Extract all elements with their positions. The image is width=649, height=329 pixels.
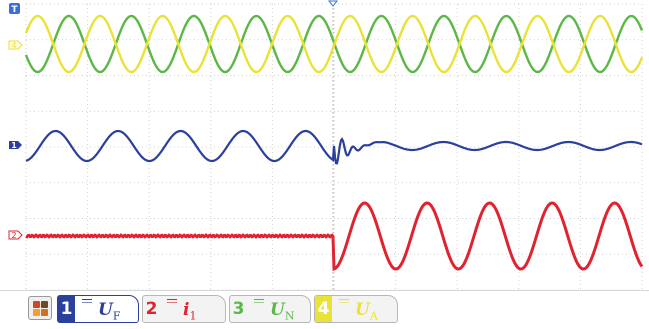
ch2-marker-label: 2 bbox=[11, 231, 16, 240]
ch1-marker-label: 1 bbox=[11, 141, 17, 150]
trigger-marker[interactable] bbox=[9, 3, 20, 14]
ch2-waveform bbox=[25, 201, 644, 272]
channel-number: 4 bbox=[315, 296, 332, 322]
ch1-waveform bbox=[25, 129, 643, 165]
channel-number: 2 bbox=[145, 299, 158, 319]
channel-label: UA bbox=[355, 300, 378, 322]
channel-subscript: F bbox=[112, 309, 121, 323]
channel-symbol: i bbox=[183, 300, 190, 320]
channel-tab-2[interactable]: 2 i1 bbox=[142, 295, 226, 323]
channel-symbol: U bbox=[355, 300, 370, 320]
ch4-waveform bbox=[24, 14, 644, 74]
trigger-marker-label: T bbox=[11, 5, 18, 15]
channel-number: 1 bbox=[58, 296, 75, 322]
ch2-marker[interactable] bbox=[8, 230, 23, 240]
channel-label: UN bbox=[270, 300, 294, 322]
channel-number: 3 bbox=[232, 299, 245, 319]
waveforms bbox=[24, 14, 644, 272]
ch4-marker-label: 4 bbox=[11, 41, 16, 50]
channel-bar: 1 UF 2 i1 3 UN 4 UA bbox=[0, 290, 649, 329]
channel-tab-4[interactable]: 4 UA bbox=[314, 295, 398, 323]
channel-label: i1 bbox=[183, 300, 196, 322]
channel-label: UF bbox=[98, 300, 120, 322]
channel-tab-3[interactable]: 3 UN bbox=[229, 295, 311, 323]
channel-symbol: U bbox=[270, 300, 285, 320]
channel-symbol: U bbox=[98, 300, 113, 320]
dc-coupling-icon bbox=[82, 299, 92, 305]
channel-subscript: N bbox=[284, 309, 295, 323]
trigger-position-marker[interactable] bbox=[327, 0, 339, 7]
dc-coupling-icon bbox=[254, 299, 264, 305]
grid-menu-icon[interactable] bbox=[28, 296, 52, 320]
ch1-marker[interactable] bbox=[9, 141, 22, 149]
channel-subscript: 1 bbox=[189, 309, 197, 323]
dc-coupling-icon bbox=[167, 299, 177, 305]
ch4-marker[interactable] bbox=[8, 40, 23, 50]
oscilloscope-display[interactable]: T 4 1 2 bbox=[0, 0, 649, 290]
dc-coupling-icon bbox=[339, 299, 349, 305]
markers: T 4 1 2 bbox=[8, 0, 339, 240]
channel-subscript: A bbox=[369, 309, 378, 323]
channel-tab-1[interactable]: 1 UF bbox=[57, 295, 139, 323]
